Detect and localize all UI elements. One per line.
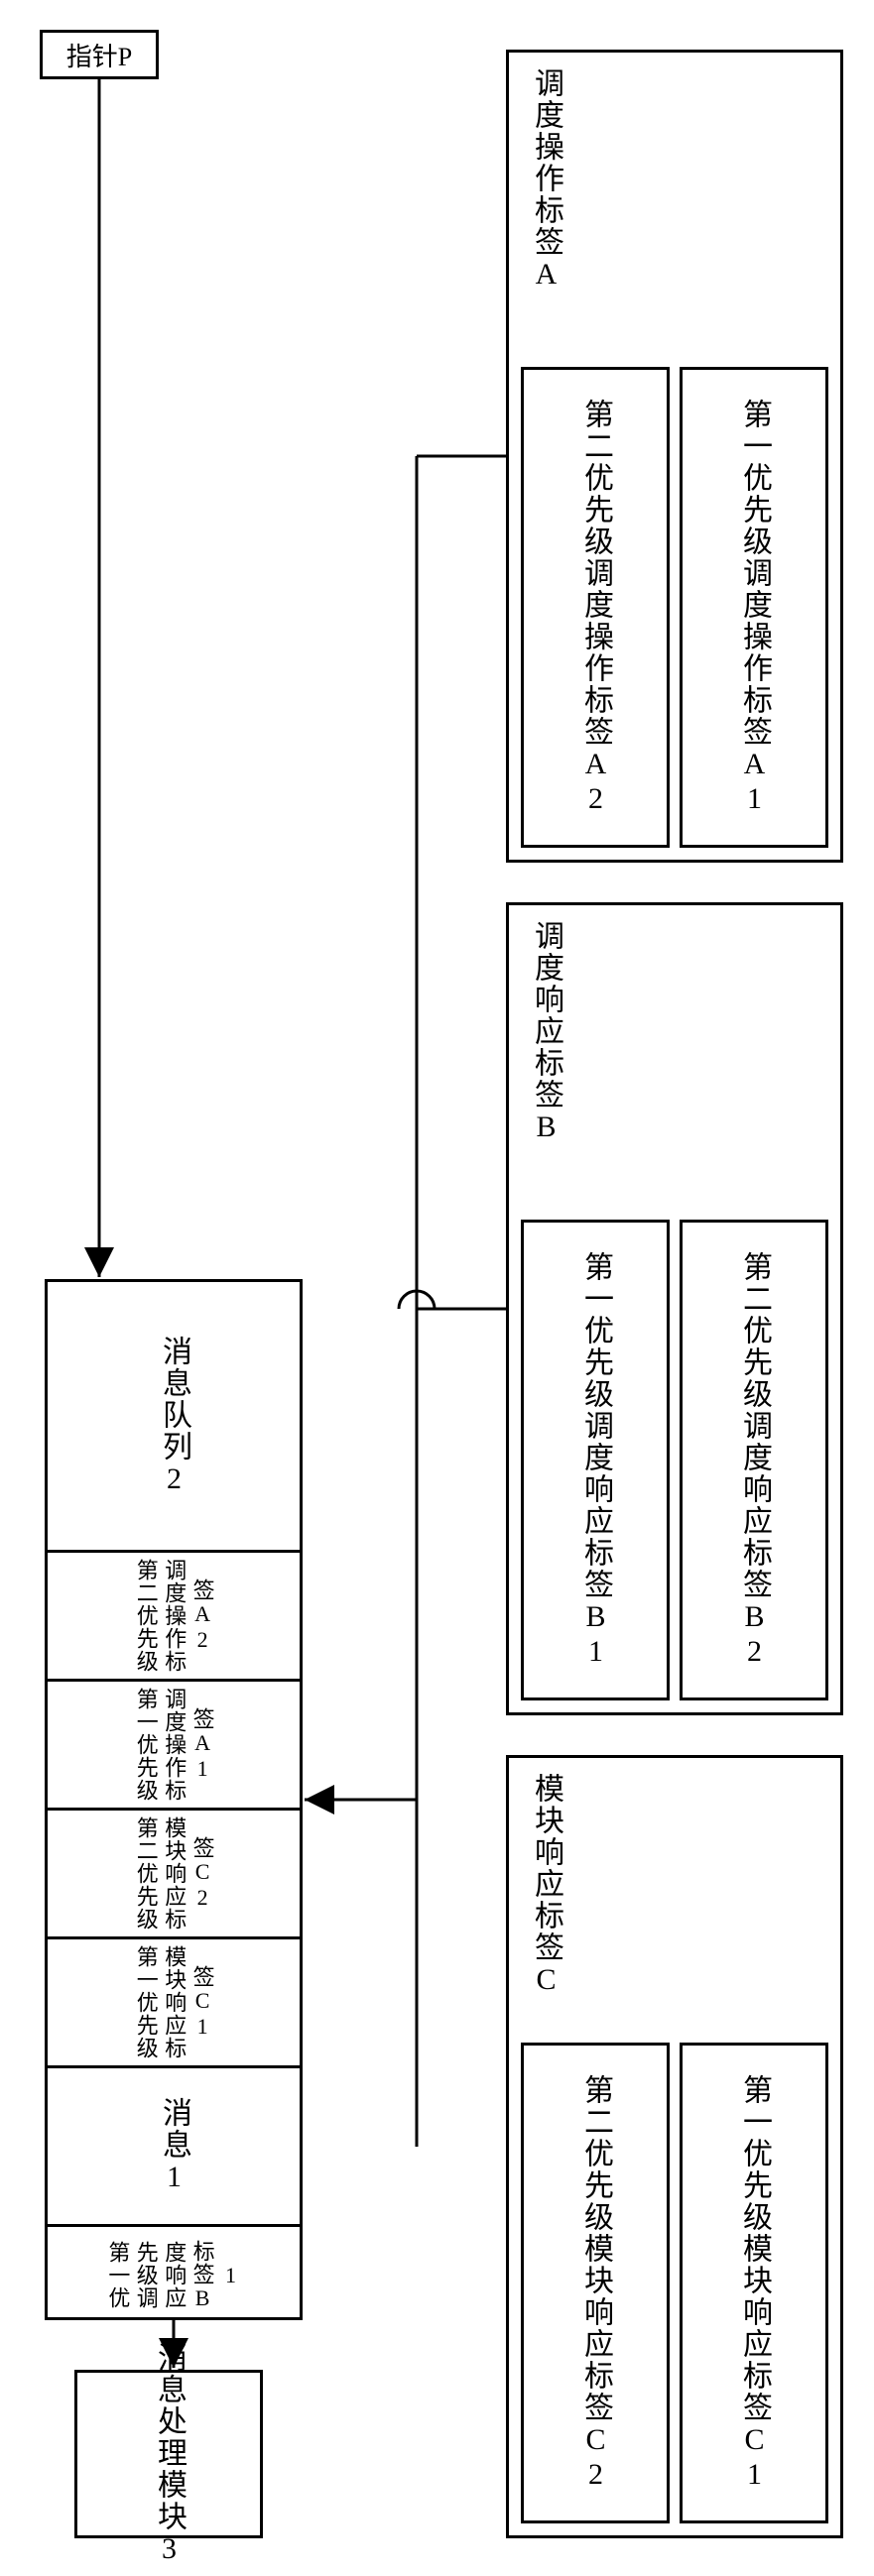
queue-cell-4: 第一优先级调度操作标签A1 [48, 1679, 300, 1808]
queue-cell-4-label: 第一优先级调度操作标签A1 [128, 1682, 218, 1808]
group-a-child-a2-label: 第二优先级调度操作标签A2 [573, 399, 617, 817]
queue-cell-5: 第二优先级调度操作标签A2 [48, 1550, 300, 1679]
message-queue: 消息队列2 第二优先级调度操作标签A2第一优先级调度操作标签A1第二优先级模块响应… [45, 1279, 303, 2320]
pointer-box: 指针P [40, 30, 159, 79]
group-c-child-c1-label: 第一优先级模块响应标签C1 [732, 2074, 776, 2493]
queue-cell-1-label: 消息1 [152, 2097, 195, 2195]
message-processor: 消息处理模块3 [74, 2370, 263, 2538]
queue-cell-5-label: 第二优先级调度操作标签A2 [128, 1553, 218, 1679]
queue-cell-3: 第二优先级模块响应标签C2 [48, 1808, 300, 1936]
queue-cell-2-label: 第一优先级模块响应标签C1 [128, 1939, 218, 2065]
group-a-title: 调度操作标签A [524, 67, 567, 293]
group-a-child-a2: 第二优先级调度操作标签A2 [521, 367, 670, 848]
group-b-title: 调度响应标签B [524, 920, 567, 1218]
group-c-child-c2: 第二优先级模块响应标签C2 [521, 2043, 670, 2523]
group-a-child-a1: 第一优先级调度操作标签A1 [680, 367, 828, 848]
group-b-child-b1: 第一优先级调度响应标签B1 [521, 1220, 670, 1700]
group-b-child-b1-label: 第一优先级调度响应标签B1 [573, 1251, 617, 1670]
group-a-child-a1-label: 第一优先级调度操作标签A1 [732, 399, 776, 817]
queue-cell-2: 第一优先级模块响应标签C1 [48, 1936, 300, 2065]
queue-cell-0: 第一优先级调度响应标签B1 [48, 2224, 300, 2323]
queue-cell-1: 消息1 [48, 2065, 300, 2224]
queue-cell-3-label: 第二优先级模块响应标签C2 [128, 1811, 218, 1936]
group-b-child-b2: 第二优先级调度响应标签B2 [680, 1220, 828, 1700]
group-c-child-c1: 第一优先级模块响应标签C1 [680, 2043, 828, 2523]
group-c-title: 模块响应标签C [524, 1773, 567, 2031]
processor-label: 消息处理模块3 [147, 2342, 190, 2567]
queue-label: 消息队列2 [152, 1336, 195, 1497]
group-c-child-c2-label: 第二优先级模块响应标签C2 [573, 2074, 617, 2493]
edge-hop [399, 1291, 435, 1309]
queue-cell-0-label: 第一优先级调度响应标签B1 [100, 2227, 247, 2323]
pointer-label: 指针P [66, 37, 132, 73]
group-b-child-b2-label: 第二优先级调度响应标签B2 [732, 1251, 776, 1670]
